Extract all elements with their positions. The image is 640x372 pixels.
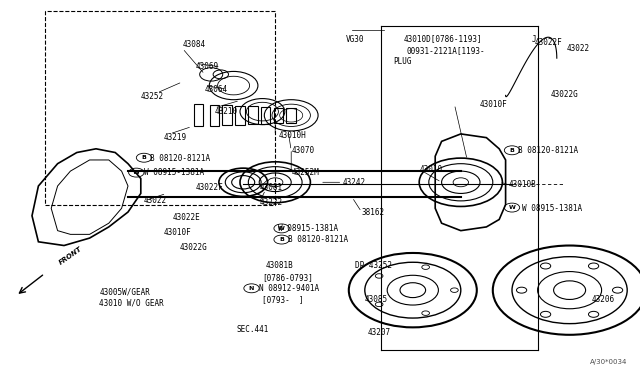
Text: 43010F: 43010F — [163, 228, 191, 237]
Text: A/30*0034: A/30*0034 — [590, 359, 627, 365]
Text: N 08912-9401A: N 08912-9401A — [259, 284, 319, 293]
Text: 43069: 43069 — [195, 62, 218, 71]
Text: 43022G: 43022G — [550, 90, 578, 99]
Text: 43022: 43022 — [566, 44, 589, 53]
Text: 43252M: 43252M — [291, 169, 319, 177]
Text: B 08120-8121A: B 08120-8121A — [288, 235, 348, 244]
Text: PLUG: PLUG — [394, 57, 412, 66]
Text: 43084: 43084 — [182, 40, 205, 49]
Text: 43022F: 43022F — [195, 183, 223, 192]
Text: W: W — [509, 205, 515, 210]
Text: 43022E: 43022E — [173, 213, 200, 222]
Text: FRONT: FRONT — [58, 246, 83, 266]
Text: SEC.441: SEC.441 — [237, 325, 269, 334]
Text: 43022G: 43022G — [179, 243, 207, 252]
Text: 43010H: 43010H — [278, 131, 306, 140]
Text: 00931-2121A[1193-: 00931-2121A[1193- — [406, 46, 485, 55]
Text: 43064: 43064 — [205, 85, 228, 94]
Text: [0786-0793]: [0786-0793] — [262, 273, 313, 282]
Text: W 08915-1381A: W 08915-1381A — [522, 204, 582, 213]
Text: 43010: 43010 — [419, 165, 442, 174]
Text: W: W — [133, 170, 140, 175]
Text: 43010B: 43010B — [509, 180, 536, 189]
Text: 43207: 43207 — [368, 328, 391, 337]
Text: B: B — [279, 237, 284, 242]
Text: 43022: 43022 — [144, 196, 167, 205]
Text: 43252: 43252 — [141, 92, 164, 101]
Text: 43206: 43206 — [592, 295, 615, 304]
Text: B: B — [141, 155, 147, 160]
Text: B: B — [509, 148, 515, 153]
Text: 43081B: 43081B — [266, 262, 293, 270]
Text: 43010F: 43010F — [480, 100, 508, 109]
Text: 38162: 38162 — [362, 208, 385, 217]
Text: 43010 W/O GEAR: 43010 W/O GEAR — [99, 299, 164, 308]
Text: 43085: 43085 — [365, 295, 388, 304]
Text: W 08915-1381A: W 08915-1381A — [278, 224, 339, 233]
Text: W: W — [278, 226, 285, 231]
Text: N: N — [249, 286, 254, 291]
Text: 43210: 43210 — [214, 107, 237, 116]
Text: J: J — [531, 35, 536, 44]
Text: 43070: 43070 — [291, 146, 314, 155]
Text: 43081: 43081 — [259, 183, 282, 192]
Text: 43242: 43242 — [342, 178, 365, 187]
Text: W 08915-1381A: W 08915-1381A — [144, 169, 204, 177]
Text: B 08120-8121A: B 08120-8121A — [518, 146, 579, 155]
Text: 43005W/GEAR: 43005W/GEAR — [99, 288, 150, 296]
Text: 43222: 43222 — [259, 198, 282, 207]
Text: 43010D[0786-1193]: 43010D[0786-1193] — [403, 35, 482, 44]
Text: 43219: 43219 — [163, 133, 186, 142]
Text: VG30: VG30 — [346, 35, 364, 44]
Text: B 08120-8121A: B 08120-8121A — [150, 154, 211, 163]
Text: [0793-  ]: [0793- ] — [262, 295, 304, 304]
Text: 43022F: 43022F — [534, 38, 562, 47]
Text: DP 43252: DP 43252 — [355, 262, 392, 270]
